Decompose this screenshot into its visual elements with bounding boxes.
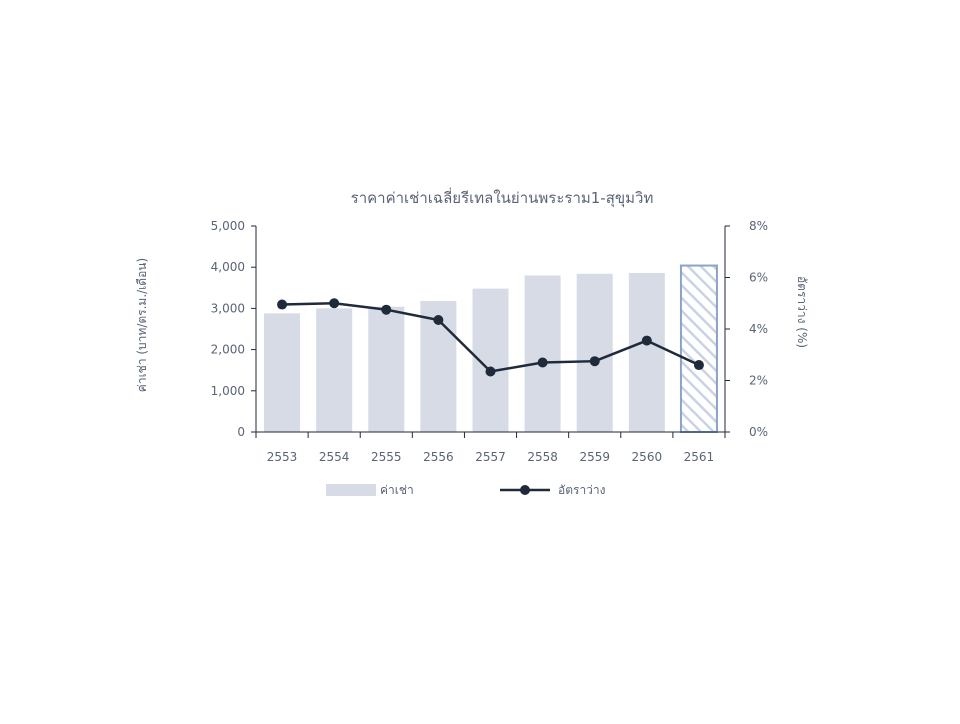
y-tick-label: 5,000 — [211, 219, 245, 233]
bar-2560 — [628, 272, 665, 432]
x-tick-label-2557: 2557 — [475, 450, 506, 464]
axes-layer: 5,000 4,000 3,000 2,000 1,000 0 8% 6% 4% 2% 0% 2553… — [211, 219, 768, 464]
legend: ค่าเช่า อัตราว่าง — [326, 483, 606, 497]
bar-2554 — [316, 308, 353, 432]
y-tick-label: 4,000 — [211, 260, 245, 274]
y2-tick-label: 6% — [749, 271, 768, 285]
y-tick-label: 3,000 — [211, 301, 245, 315]
y2-tick-label: 8% — [749, 219, 768, 233]
x-tick-label-2554: 2554 — [319, 450, 350, 464]
bar-2555 — [368, 306, 405, 432]
bar-2558 — [524, 275, 561, 432]
legend-label-vacancy: อัตราว่าง — [558, 483, 606, 497]
vacancy-point-2560 — [641, 335, 652, 346]
bar-2561 — [679, 264, 718, 433]
y-axis-label: ค่าเช่า (บาท/ตร.ม./เดือน) — [135, 258, 149, 392]
bar-2553 — [264, 313, 301, 432]
chart-title: ราคาค่าเช่าเฉลี่ยรีเทลในย่านพระราม1-สุขุ… — [351, 187, 654, 208]
vacancy-point-2558 — [537, 357, 548, 368]
y2-axis-label: อัตราว่าง (%) — [795, 276, 809, 348]
y2-tick-label: 4% — [749, 322, 768, 336]
legend-marker-vacancy — [520, 485, 530, 495]
x-tick-label-2561: 2561 — [684, 450, 715, 464]
y2-tick-label: 2% — [749, 374, 768, 388]
x-tick-label-2558: 2558 — [527, 450, 558, 464]
vacancy-point-2554 — [329, 298, 340, 309]
legend-swatch-rent — [326, 484, 376, 496]
y-tick-label: 0 — [237, 425, 245, 439]
x-tick-label-2560: 2560 — [632, 450, 663, 464]
x-tick-label-2556: 2556 — [423, 450, 454, 464]
vacancy-point-2557 — [485, 366, 496, 377]
x-tick-label-2553: 2553 — [267, 450, 298, 464]
x-tick-label-2559: 2559 — [579, 450, 610, 464]
legend-label-rent: ค่าเช่า — [380, 483, 414, 497]
bar-2559 — [576, 273, 613, 432]
x-tick-label-2555: 2555 — [371, 450, 402, 464]
y2-tick-label: 0% — [749, 425, 768, 439]
vacancy-point-2561 — [693, 360, 704, 371]
y-tick-label: 2,000 — [211, 343, 245, 357]
vacancy-point-2553 — [277, 299, 288, 310]
vacancy-point-2555 — [381, 304, 392, 315]
line-layer — [277, 298, 704, 377]
y-tick-label: 1,000 — [211, 384, 245, 398]
bars-layer — [264, 264, 718, 433]
vacancy-point-2556 — [433, 314, 444, 325]
vacancy-point-2559 — [589, 356, 600, 367]
